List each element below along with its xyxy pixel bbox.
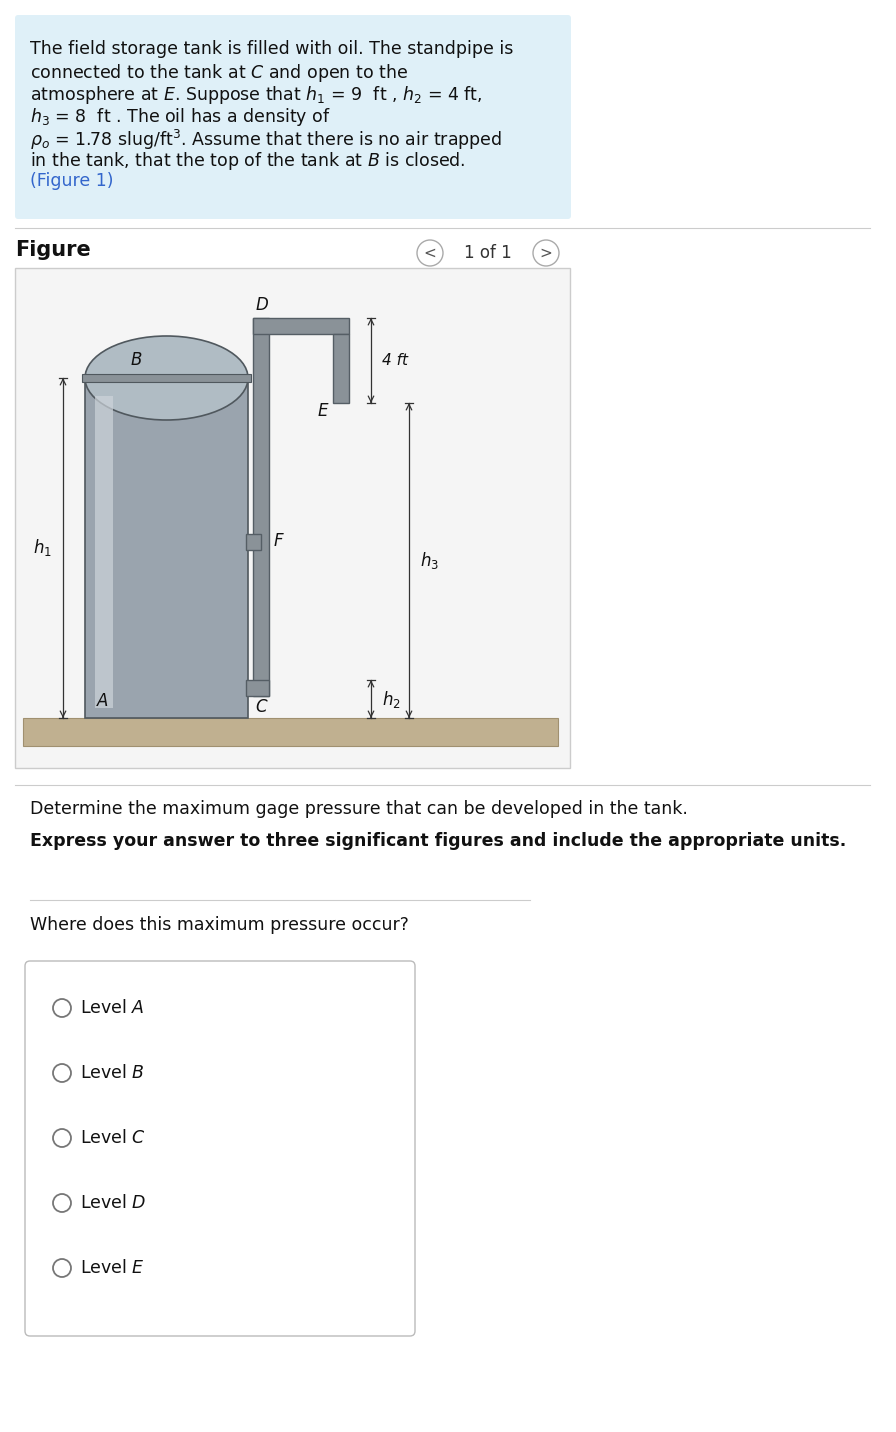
Text: $E$: $E$ <box>316 402 329 420</box>
Text: $h_2$: $h_2$ <box>382 689 401 709</box>
Text: $C$: $C$ <box>255 697 269 716</box>
Text: (Figure 1): (Figure 1) <box>30 172 114 190</box>
Text: Level $C$: Level $C$ <box>80 1128 146 1147</box>
Text: $B$: $B$ <box>130 351 142 369</box>
Text: Level $D$: Level $D$ <box>80 1194 146 1211</box>
Text: $h_3$ = 8  ft . The oil has a density of: $h_3$ = 8 ft . The oil has a density of <box>30 106 331 127</box>
FancyBboxPatch shape <box>15 14 571 219</box>
Text: in the tank, that the top of the tank at $B$ is closed.: in the tank, that the top of the tank at… <box>30 150 465 172</box>
Text: Level $A$: Level $A$ <box>80 1000 144 1017</box>
Text: connected to the tank at $C$ and open to the: connected to the tank at $C$ and open to… <box>30 62 408 84</box>
Bar <box>23 717 558 746</box>
Bar <box>95 397 113 707</box>
Bar <box>15 268 570 768</box>
Text: $\rho_o$ = 1.78 slug/ft$^3$. Assume that there is no air trapped: $\rho_o$ = 1.78 slug/ft$^3$. Assume that… <box>30 127 502 152</box>
Text: Level $E$: Level $E$ <box>80 1259 144 1277</box>
Bar <box>253 318 269 696</box>
Bar <box>246 534 261 550</box>
Text: $D$: $D$ <box>255 296 269 314</box>
Text: $A$: $A$ <box>97 692 109 710</box>
Text: 1 of 1: 1 of 1 <box>464 243 512 262</box>
Text: $h_3$: $h_3$ <box>420 550 439 571</box>
Text: Where does this maximum pressure occur?: Where does this maximum pressure occur? <box>30 916 409 934</box>
Text: Determine the maximum gage pressure that can be developed in the tank.: Determine the maximum gage pressure that… <box>30 800 688 818</box>
Text: Figure: Figure <box>15 241 90 261</box>
Text: Express your answer to three significant figures and include the appropriate uni: Express your answer to three significant… <box>30 832 846 851</box>
Text: atmosphere at $E$. Suppose that $h_1$ = 9  ft , $h_2$ = 4 ft,: atmosphere at $E$. Suppose that $h_1$ = … <box>30 84 483 106</box>
Ellipse shape <box>85 337 248 420</box>
FancyBboxPatch shape <box>25 961 415 1336</box>
Text: $h_1$: $h_1$ <box>33 537 52 558</box>
Text: <: < <box>424 245 436 261</box>
Text: >: > <box>539 245 552 261</box>
Text: Level $B$: Level $B$ <box>80 1064 144 1083</box>
Text: 4 ft: 4 ft <box>382 354 408 368</box>
Bar <box>82 374 251 382</box>
Text: $F$: $F$ <box>273 533 285 550</box>
Bar <box>253 318 349 334</box>
Bar <box>246 680 269 696</box>
Text: The field storage tank is filled with oil. The standpipe is: The field storage tank is filled with oi… <box>30 40 513 59</box>
Bar <box>333 334 349 402</box>
Bar <box>85 378 248 717</box>
